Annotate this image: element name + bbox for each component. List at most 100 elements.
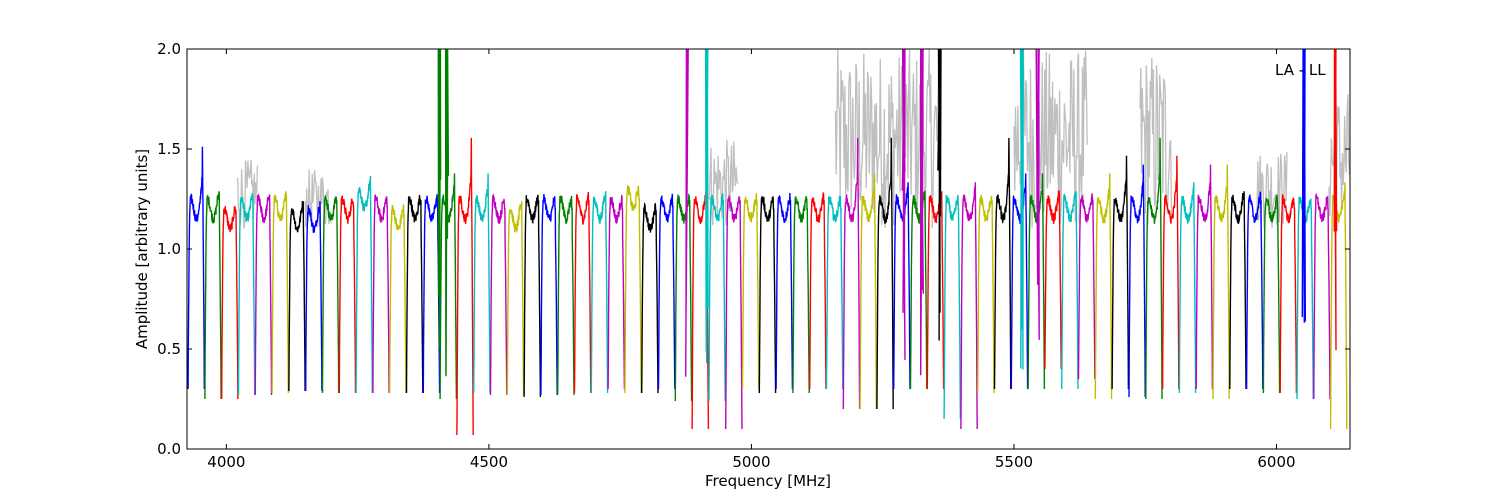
channel-line-15 bbox=[439, 173, 458, 400]
channel-line-60 bbox=[1195, 164, 1214, 390]
background-series-5 bbox=[304, 169, 332, 228]
channel-line-12 bbox=[389, 204, 407, 394]
channel-line-64 bbox=[1262, 194, 1281, 394]
channel-line-29 bbox=[674, 192, 693, 402]
channel-line-3 bbox=[237, 193, 256, 396]
y-axis-label: Amplitude [arbitrary units] bbox=[133, 149, 151, 349]
channel-line-36 bbox=[792, 196, 810, 394]
x-tick-label-4: 6000 bbox=[1257, 453, 1295, 471]
channel-line-26 bbox=[624, 184, 642, 394]
channel-line-14 bbox=[422, 194, 441, 394]
rfi-spike-10 bbox=[1333, 49, 1338, 351]
plot-frame bbox=[186, 48, 1351, 450]
channel-line-61 bbox=[1212, 164, 1230, 400]
channel-line-58 bbox=[1161, 155, 1180, 390]
channel-line-10 bbox=[355, 175, 373, 394]
channel-line-65 bbox=[1279, 194, 1298, 394]
channel-line-56 bbox=[1128, 164, 1146, 398]
series-layer bbox=[187, 49, 1350, 436]
x-tick-label-3: 5500 bbox=[995, 453, 1033, 471]
channel-line-53 bbox=[1077, 193, 1096, 380]
channel-line-2 bbox=[221, 206, 239, 400]
channel-line-13 bbox=[405, 195, 424, 394]
channel-line-27 bbox=[641, 201, 659, 394]
channel-line-1 bbox=[204, 191, 222, 400]
channel-line-24 bbox=[590, 191, 609, 394]
background-series-2 bbox=[1139, 57, 1173, 225]
channel-line-16 bbox=[456, 137, 474, 436]
rfi-spike-7 bbox=[1019, 49, 1024, 370]
rfi-spike-5 bbox=[920, 49, 924, 376]
y-tick-label-2: 1.0 bbox=[157, 240, 181, 258]
channel-line-57 bbox=[1145, 137, 1163, 400]
channel-line-38 bbox=[825, 195, 844, 390]
channel-line-41 bbox=[876, 137, 894, 410]
channel-line-6 bbox=[288, 200, 306, 392]
channel-line-46 bbox=[960, 182, 978, 430]
channel-line-34 bbox=[758, 196, 777, 394]
channel-line-45 bbox=[943, 194, 962, 420]
channel-line-68 bbox=[1329, 182, 1348, 430]
rfi-spike-0 bbox=[437, 49, 442, 370]
x-axis-label: Frequency [MHz] bbox=[705, 472, 831, 490]
y-tick-label-0: 0.0 bbox=[157, 440, 181, 458]
channel-line-62 bbox=[1229, 191, 1247, 390]
channel-line-54 bbox=[1094, 173, 1113, 400]
channel-line-33 bbox=[741, 193, 760, 390]
channel-line-23 bbox=[573, 191, 592, 394]
channel-line-59 bbox=[1178, 182, 1197, 394]
x-tick-label-2: 5000 bbox=[732, 453, 770, 471]
channel-line-5 bbox=[271, 191, 289, 394]
channel-line-32 bbox=[725, 195, 743, 430]
channel-line-47 bbox=[977, 193, 995, 394]
channel-line-7 bbox=[305, 201, 323, 392]
y-tick-label-3: 1.5 bbox=[157, 140, 181, 158]
channel-line-18 bbox=[489, 192, 508, 396]
background-series-3 bbox=[708, 139, 739, 226]
channel-line-21 bbox=[540, 193, 558, 396]
channel-line-50 bbox=[1027, 173, 1046, 390]
background-series-1 bbox=[1013, 50, 1088, 228]
channel-line-9 bbox=[338, 195, 357, 394]
rfi-spike-8 bbox=[1035, 49, 1040, 340]
channel-line-48 bbox=[993, 137, 1012, 390]
ticks-layer: 4000 4500 5000 5500 6000 0.0 0.5 1.0 1.5 2.0 bbox=[157, 40, 1350, 471]
channel-line-8 bbox=[321, 195, 340, 394]
rfi-spike-6 bbox=[937, 49, 942, 341]
channel-line-4 bbox=[254, 193, 273, 396]
background-series-7 bbox=[1328, 94, 1350, 225]
y-tick-label-4: 2.0 bbox=[157, 40, 181, 58]
channel-line-49 bbox=[1010, 173, 1029, 390]
channel-line-52 bbox=[1061, 190, 1079, 390]
rfi-spike-2 bbox=[685, 49, 689, 377]
channel-line-20 bbox=[523, 194, 542, 398]
y-tick-label-1: 0.5 bbox=[157, 340, 181, 358]
channel-line-44 bbox=[926, 191, 945, 390]
channel-line-28 bbox=[657, 193, 676, 390]
rfi-spike-9 bbox=[1301, 49, 1306, 323]
channel-line-55 bbox=[1111, 155, 1130, 390]
rfi-spike-4 bbox=[901, 49, 906, 360]
annotation-label: LA - LL bbox=[1275, 61, 1326, 79]
channel-line-35 bbox=[775, 192, 794, 390]
channel-line-25 bbox=[607, 194, 626, 390]
channel-line-43 bbox=[909, 190, 928, 390]
channel-line-67 bbox=[1313, 193, 1331, 400]
channel-line-22 bbox=[557, 195, 575, 396]
channel-line-51 bbox=[1044, 190, 1062, 370]
channel-line-63 bbox=[1245, 191, 1264, 390]
channel-line-17 bbox=[473, 173, 491, 394]
x-tick-label-1: 4500 bbox=[470, 453, 508, 471]
channel-line-11 bbox=[372, 194, 390, 394]
channel-line-42 bbox=[893, 182, 911, 390]
rfi-spike-3 bbox=[704, 49, 709, 364]
channel-line-40 bbox=[859, 173, 878, 410]
channel-line-37 bbox=[809, 192, 827, 390]
channel-line-19 bbox=[506, 201, 525, 396]
channel-line-39 bbox=[842, 137, 861, 410]
rfi-spike-1 bbox=[444, 49, 450, 377]
channel-line-0 bbox=[187, 146, 205, 390]
channel-line-31 bbox=[708, 193, 726, 402]
x-tick-label-0: 4000 bbox=[207, 453, 245, 471]
